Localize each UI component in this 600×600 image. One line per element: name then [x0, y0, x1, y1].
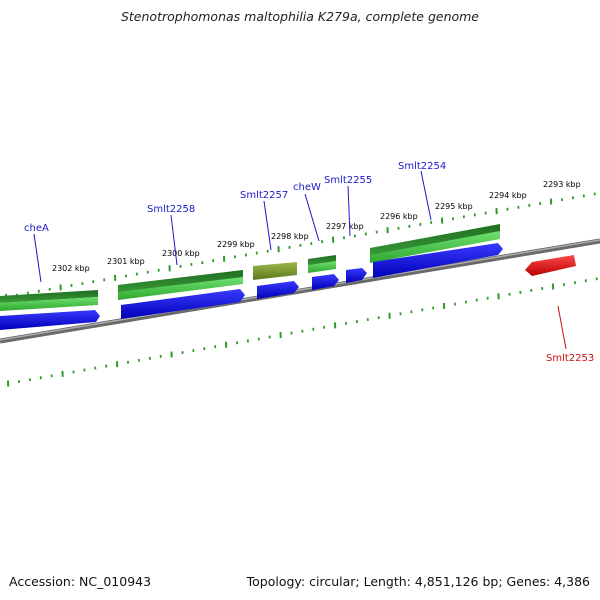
- cheA-gene-bar-lower[interactable]: [0, 297, 98, 311]
- genome-backbone-highlight: [0, 239, 600, 341]
- gene-label-smlt2254[interactable]: Smlt2254: [398, 161, 446, 172]
- smlt2254-gene-bar[interactable]: [370, 224, 500, 257]
- cds-arrows: [0, 243, 503, 330]
- smlt2257-gene-bar[interactable]: [253, 262, 297, 280]
- smlt2258-gene-bar-lower[interactable]: [118, 277, 243, 300]
- gene-label-cheA[interactable]: cheA: [24, 223, 49, 234]
- cheW-leader: [304, 193, 320, 242]
- gene-label-smlt2257[interactable]: Smlt2257: [240, 190, 288, 201]
- ruler-label: 2300 kbp: [162, 249, 200, 258]
- ruler-label: 2293 kbp: [543, 180, 581, 189]
- smlt2255-cds-arrow[interactable]: [346, 268, 367, 283]
- gene-label-smlt2258[interactable]: Smlt2258: [147, 204, 195, 215]
- cheW-cds-arrow[interactable]: [312, 274, 339, 290]
- gene-label-smlt2255[interactable]: Smlt2255: [324, 175, 372, 186]
- smlt2255-leader: [347, 185, 351, 237]
- cheA-gene-bar[interactable]: [0, 290, 98, 303]
- ruler-label: 2302 kbp: [52, 264, 90, 273]
- smlt2258-leader: [170, 214, 178, 266]
- smlt2258-cds-arrow[interactable]: [121, 289, 245, 319]
- cheA-leader: [33, 233, 42, 283]
- label-leaders: [33, 170, 567, 350]
- genome-title: Stenotrophomonas maltophilia K279a, comp…: [120, 9, 480, 24]
- cheW-gene-bar-lower[interactable]: [308, 261, 336, 273]
- smlt2258-gene-bar[interactable]: [118, 270, 243, 294]
- smlt2253-gene-arrow[interactable]: [525, 255, 576, 276]
- upper-tick-track: [5, 192, 596, 300]
- ruler-label: 2299 kbp: [217, 240, 255, 249]
- smlt2257-leader: [263, 200, 272, 251]
- genome-backbone: [0, 238, 600, 344]
- lower-tick-track: [7, 277, 598, 387]
- gene-label-cheW[interactable]: cheW: [293, 182, 321, 193]
- kbp-ruler-labels: 2302 kbp 2301 kbp 2300 kbp 2299 kbp 2298…: [52, 180, 581, 273]
- gene-label-smlt2253[interactable]: Smlt2253: [546, 353, 594, 364]
- ruler-label: 2297 kbp: [326, 222, 364, 231]
- accession-text: Accession: NC_010943: [9, 574, 152, 589]
- smlt2254-gene-bar-lower[interactable]: [370, 231, 500, 263]
- ruler-label: 2294 kbp: [489, 191, 527, 200]
- smlt2254-leader: [420, 170, 432, 221]
- genome-stats-text: Topology: circular; Length: 4,851,126 bp…: [246, 574, 590, 589]
- smlt2257-cds-arrow[interactable]: [257, 281, 299, 299]
- smlt2254-cds-arrow[interactable]: [373, 243, 503, 278]
- forward-strand-genes: [0, 224, 500, 311]
- ruler-label: 2295 kbp: [435, 202, 473, 211]
- ruler-label: 2298 kbp: [271, 232, 309, 241]
- ruler-label: 2301 kbp: [107, 257, 145, 266]
- smlt2253-leader: [557, 305, 567, 350]
- gene-labels: cheA Smlt2258 Smlt2257 cheW Smlt2255 Sml…: [24, 161, 594, 364]
- ruler-label: 2296 kbp: [380, 212, 418, 221]
- cheA-cds-arrow[interactable]: [0, 310, 100, 330]
